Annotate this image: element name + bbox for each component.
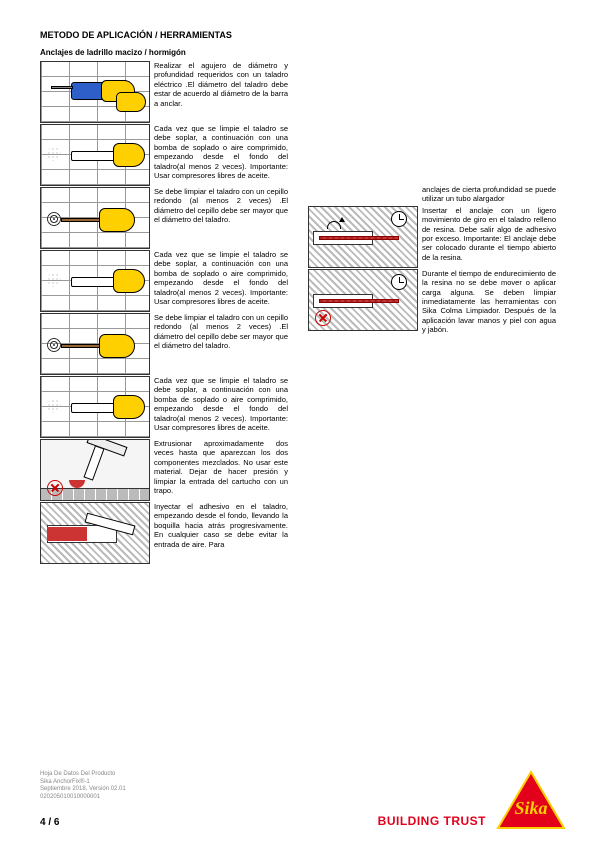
step-text: Inyectar el adhesivo en el taladro, empe… <box>154 502 288 549</box>
step-illustration-blow <box>40 250 150 312</box>
step-illustration-extrude <box>40 439 150 501</box>
step-text: Cada vez que se limpie el taladro se deb… <box>154 250 288 306</box>
continuation-text: anclajes de cierta profundidad se puede … <box>422 185 556 204</box>
section-title: METODO DE APLICACIÓN / HERRAMIENTAS <box>40 30 556 40</box>
footer-line: 020205010010000001 <box>40 794 556 802</box>
right-column: anclajes de cierta profundidad se puede … <box>308 61 556 565</box>
step-text: Durante el tiempo de endurecimiento de l… <box>422 269 556 335</box>
page-footer: Hoja De Datos Del Producto Sika AnchorFi… <box>40 771 556 828</box>
content-columns: Realizar el agujero de diámetro y profun… <box>40 61 556 565</box>
footer-line: Hoja De Datos Del Producto <box>40 771 556 779</box>
step-illustration-drill <box>40 61 150 123</box>
left-column: Realizar el agujero de diámetro y profun… <box>40 61 288 565</box>
footer-bar: 4 / 6 BUILDING TRUST <box>40 814 556 828</box>
step-text: Cada vez que se limpie el taladro se deb… <box>154 376 288 432</box>
step-illustration-blow <box>40 376 150 438</box>
step-row: Realizar el agujero de diámetro y profun… <box>40 61 288 123</box>
step-row: Cada vez que se limpie el taladro se deb… <box>40 124 288 186</box>
svg-text:Sika: Sika <box>514 798 547 818</box>
step-illustration-inject <box>40 502 150 564</box>
footer-line: Sika AnchorFix®-1 <box>40 779 556 787</box>
step-illustration-brush <box>40 313 150 375</box>
step-row: Inyectar el adhesivo en el taladro, empe… <box>40 502 288 564</box>
step-row: Cada vez que se limpie el taladro se deb… <box>40 250 288 312</box>
step-text: Se debe limpiar el taladro con un cepill… <box>154 187 288 225</box>
page-number: 4 / 6 <box>40 817 59 828</box>
step-text: Cada vez que se limpie el taladro se deb… <box>154 124 288 180</box>
step-row: Se debe limpiar el taladro con un cepill… <box>40 187 288 249</box>
brand-slogan: BUILDING TRUST <box>378 814 486 828</box>
footer-line: Septiembre 2018, Versión 02.01 <box>40 786 556 794</box>
step-row: Insertar el anclaje con un ligero movimi… <box>308 206 556 268</box>
step-illustration-blow <box>40 124 150 186</box>
step-row: Durante el tiempo de endurecimiento de l… <box>308 269 556 335</box>
step-row: Cada vez que se limpie el taladro se deb… <box>40 376 288 438</box>
step-text: Insertar el anclaje con un ligero movimi… <box>422 206 556 262</box>
step-text: Se debe limpiar el taladro con un cepill… <box>154 313 288 351</box>
step-text: Realizar el agujero de diámetro y profun… <box>154 61 288 108</box>
subtitle: Anclajes de ladrillo macizo / hormigón <box>40 48 556 57</box>
step-row: Extrusionar aproximadamente dos veces ha… <box>40 439 288 501</box>
step-illustration-brush <box>40 187 150 249</box>
footer-meta: Hoja De Datos Del Producto Sika AnchorFi… <box>40 771 556 802</box>
step-illustration-insert <box>308 206 418 268</box>
step-illustration-cure <box>308 269 418 331</box>
step-text: Extrusionar aproximadamente dos veces ha… <box>154 439 288 495</box>
sika-logo: Sika <box>496 770 566 832</box>
step-row: Se debe limpiar el taladro con un cepill… <box>40 313 288 375</box>
